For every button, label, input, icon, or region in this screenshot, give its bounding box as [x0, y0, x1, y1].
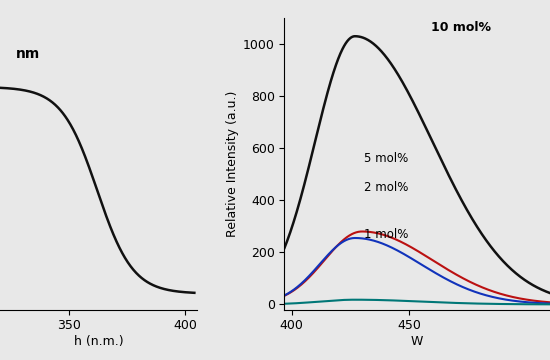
Y-axis label: Relative Intensity (a.u.): Relative Intensity (a.u.) [226, 91, 239, 237]
X-axis label: h (n.m.): h (n.m.) [74, 335, 123, 348]
Text: 5 mol%: 5 mol% [364, 152, 409, 165]
Text: 1 mol%: 1 mol% [364, 228, 409, 241]
X-axis label: W: W [411, 335, 424, 348]
Text: nm: nm [16, 47, 40, 61]
Text: 10 mol%: 10 mol% [431, 21, 491, 34]
Text: 2 mol%: 2 mol% [364, 181, 409, 194]
